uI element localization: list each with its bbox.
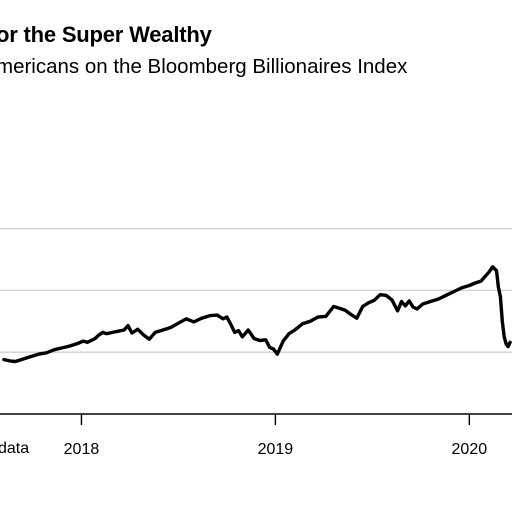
- source-note: data: [0, 440, 30, 457]
- chart-title: or the Super Wealthy: [0, 22, 212, 47]
- x-tick-label-2020: 2020: [452, 441, 488, 458]
- gridlines: [0, 227, 512, 353]
- chart-subtitle: mericans on the Bloomberg Billionaires I…: [0, 55, 408, 78]
- x-axis-ticks: 2018 2019 2020: [64, 414, 488, 458]
- x-tick-label-2018: 2018: [64, 441, 100, 458]
- x-tick-label-2019: 2019: [258, 441, 294, 458]
- series-line-wealth-index: [2, 265, 512, 364]
